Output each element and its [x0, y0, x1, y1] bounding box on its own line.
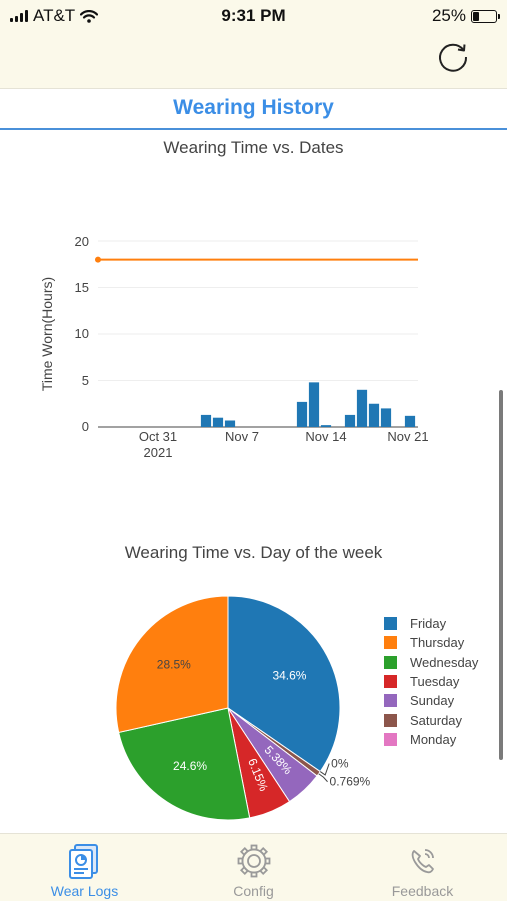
- x-tick-label: Nov 7: [225, 429, 259, 444]
- bar-chart: 0 5 10 15 20 Oct 31 2021 Nov 7 Nov 14 No…: [39, 234, 429, 460]
- tab-feedback[interactable]: Feedback: [338, 834, 507, 901]
- chart2-title: Wearing Time vs. Day of the week: [124, 543, 383, 562]
- scrollbar[interactable]: [499, 390, 503, 760]
- legend-label: Friday: [410, 616, 447, 632]
- cellular-signal-icon: [10, 10, 28, 22]
- pie-value-label: 0%: [331, 757, 349, 771]
- phone-icon: [411, 849, 434, 874]
- pie-slice-thursday[interactable]: [115, 595, 229, 734]
- legend-item[interactable]: Wednesday: [384, 653, 478, 672]
- wifi-icon: [80, 9, 99, 23]
- goal-point: [95, 256, 101, 263]
- y-tick-label: 15: [75, 280, 89, 295]
- legend-item[interactable]: Monday: [384, 730, 478, 749]
- bar[interactable]: [224, 420, 236, 427]
- battery-icon: [471, 9, 500, 23]
- carrier-name: AT&T: [33, 6, 76, 25]
- tab-label: Feedback: [391, 883, 454, 899]
- wear-logs-icon: [68, 844, 98, 879]
- tab-label: Config: [233, 883, 274, 899]
- pie-value-label: 24.6%: [173, 759, 207, 773]
- refresh-icon[interactable]: [436, 40, 470, 74]
- clock: 9:31 PM: [221, 6, 286, 25]
- tab-bar: Wear Logs Config Feedback: [0, 833, 507, 901]
- legend-label: Saturday: [410, 712, 463, 728]
- pie-value-label: 28.5%: [157, 658, 191, 672]
- legend-label: Monday: [410, 731, 457, 747]
- y-axis-label: Time Worn(Hours): [39, 277, 55, 391]
- bar[interactable]: [356, 389, 368, 427]
- bar[interactable]: [368, 403, 380, 427]
- legend-swatch: [384, 732, 397, 746]
- top-bar: [0, 32, 507, 89]
- legend-swatch: [384, 617, 397, 631]
- y-tick-label: 0: [82, 419, 89, 434]
- y-tick-label: 5: [82, 373, 89, 388]
- legend-swatch: [384, 675, 397, 689]
- pie-legend: Friday Thursday Wednesday Tuesday Sunday Satu…: [384, 614, 478, 749]
- x-tick-sublabel: 2021: [144, 445, 173, 460]
- bar[interactable]: [200, 414, 212, 427]
- bar[interactable]: [404, 415, 416, 427]
- bar[interactable]: [308, 382, 320, 427]
- legend-item[interactable]: Friday: [384, 614, 478, 633]
- legend-swatch: [384, 713, 397, 727]
- legend-swatch: [384, 694, 397, 708]
- legend-item[interactable]: Saturday: [384, 710, 478, 729]
- pie-slice-wednesday[interactable]: [118, 707, 251, 820]
- bar[interactable]: [212, 417, 224, 427]
- tab-wear-logs[interactable]: Wear Logs: [0, 834, 169, 901]
- page-header: Wearing History: [0, 88, 507, 130]
- pie-chart: 34.6%0%0.769%5.38%6.15%24.6%28.5%: [115, 595, 371, 820]
- legend-label: Thursday: [410, 635, 465, 651]
- legend-item[interactable]: Thursday: [384, 633, 478, 652]
- x-tick-label: Oct 31: [139, 429, 177, 444]
- legend-item[interactable]: Sunday: [384, 691, 478, 710]
- chart1-title: Wearing Time vs. Dates: [163, 138, 344, 157]
- x-tick-label: Nov 14: [305, 429, 346, 444]
- legend-swatch: [384, 636, 397, 650]
- legend-swatch: [384, 655, 397, 669]
- status-bar: AT&T 9:31 PM 25%: [0, 0, 507, 32]
- bar[interactable]: [380, 408, 392, 427]
- pie-slice-friday[interactable]: [227, 595, 341, 773]
- bar[interactable]: [344, 414, 356, 427]
- pie-value-label: 34.6%: [272, 669, 306, 683]
- bar[interactable]: [296, 401, 308, 427]
- tab-config[interactable]: Config: [169, 834, 338, 901]
- pie-leader-line: [318, 773, 328, 783]
- y-tick-label: 20: [75, 234, 89, 249]
- legend-label: Tuesday: [410, 674, 460, 690]
- legend-label: Sunday: [410, 693, 455, 709]
- legend-item[interactable]: Tuesday: [384, 672, 478, 691]
- pie-value-label: 0.769%: [330, 775, 371, 789]
- y-tick-label: 10: [75, 326, 89, 341]
- page-title: Wearing History: [173, 96, 334, 119]
- x-tick-label: Nov 21: [387, 429, 428, 444]
- bar[interactable]: [320, 425, 332, 427]
- pie-leader-line: [319, 763, 330, 776]
- tab-label: Wear Logs: [50, 883, 119, 899]
- battery-percent: 25%: [431, 6, 466, 25]
- gear-icon: [237, 844, 270, 878]
- legend-label: Wednesday: [410, 654, 479, 670]
